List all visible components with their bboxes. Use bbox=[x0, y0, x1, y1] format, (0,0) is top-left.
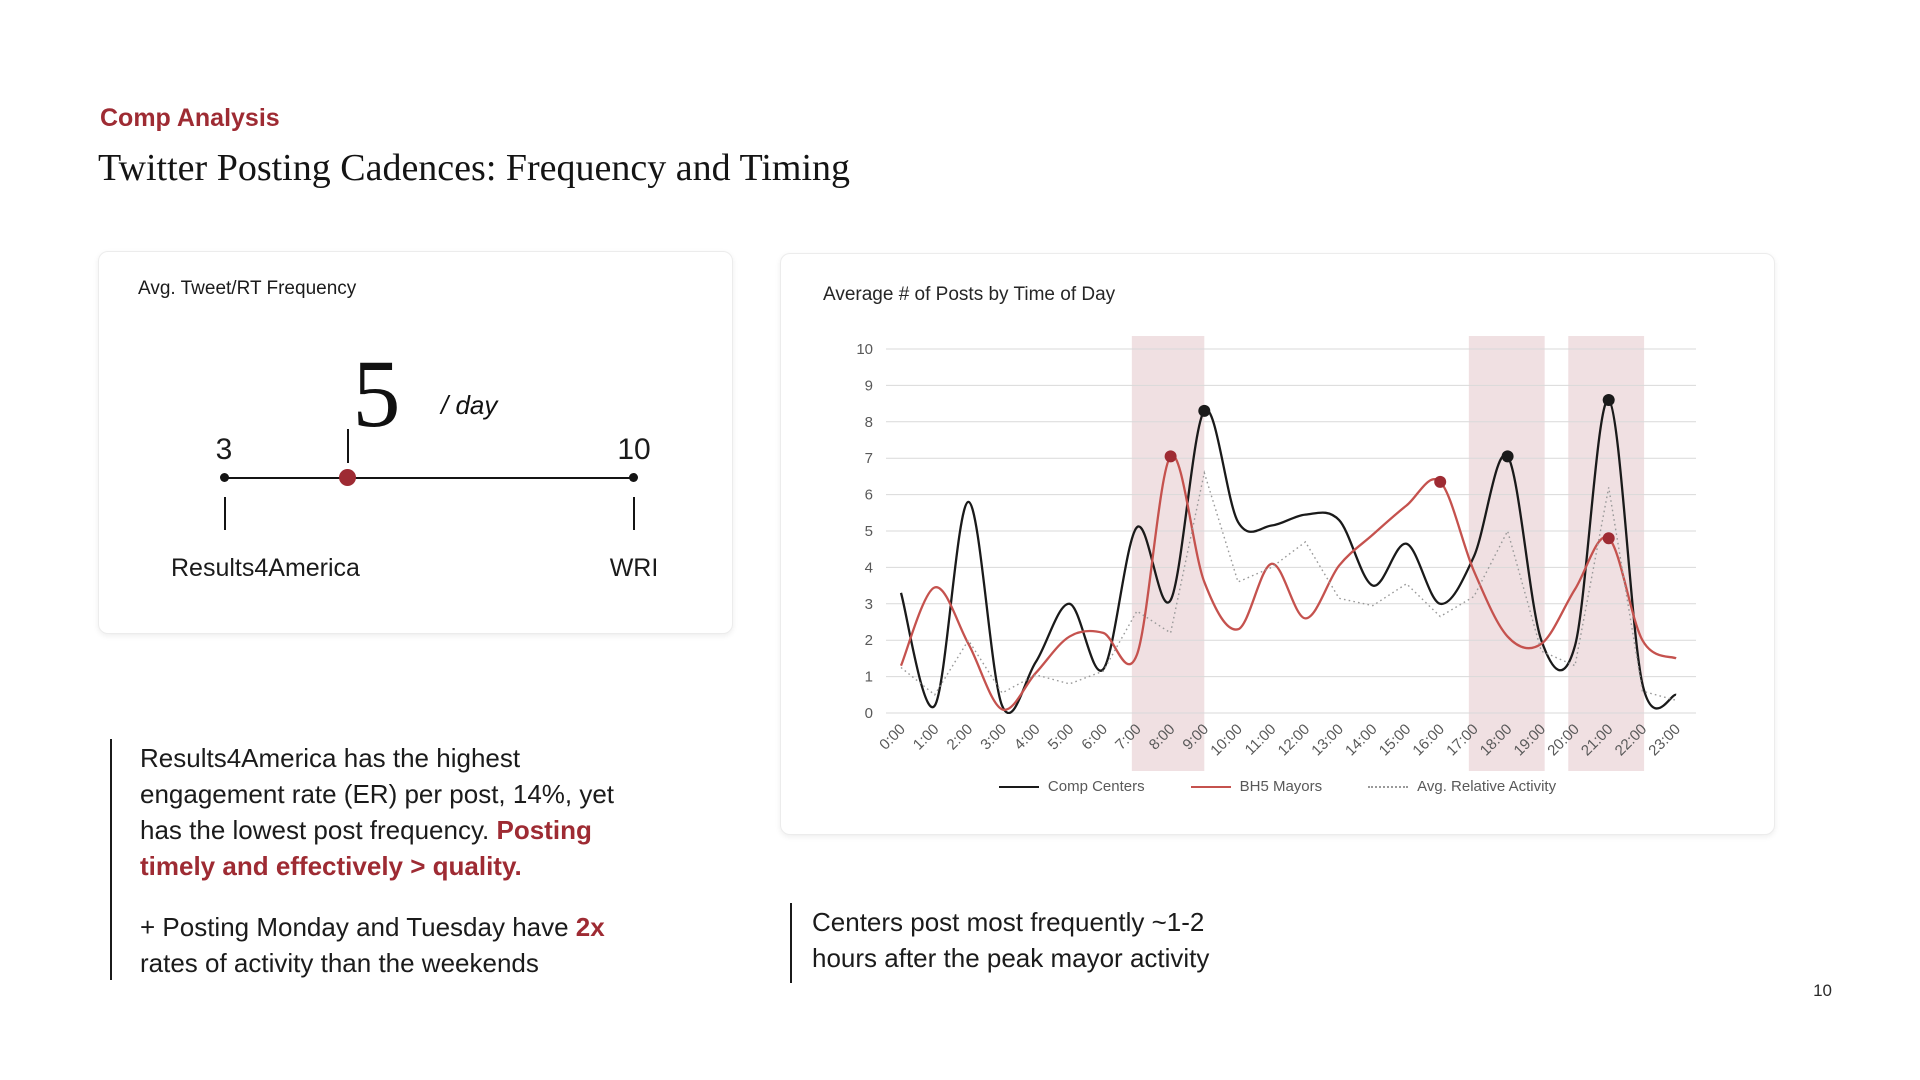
highlight-band bbox=[1568, 336, 1645, 771]
y-axis-tick-label: 0 bbox=[865, 705, 873, 722]
page-title: Twitter Posting Cadences: Frequency and … bbox=[98, 147, 851, 189]
x-axis-tick-label: 6:00 bbox=[1078, 721, 1111, 754]
insight-engagement-highlight: Posting timely and effectively > quality… bbox=[140, 815, 592, 881]
dotted-line-swatch-icon bbox=[1368, 785, 1409, 788]
y-axis-tick-label: 8 bbox=[865, 414, 873, 431]
frequency-value: 5 bbox=[352, 340, 401, 447]
frequency-unit: / day bbox=[441, 390, 498, 420]
frequency-card-label: Avg. Tweet/RT Frequency bbox=[138, 278, 357, 299]
scale-line bbox=[225, 477, 634, 479]
chart-legend: Comp Centers BH5 Mayors Avg. Relative Acti… bbox=[781, 778, 1774, 795]
series-line bbox=[900, 469, 1677, 701]
legend-item: Comp Centers bbox=[998, 778, 1145, 795]
x-axis-tick-label: 14:00 bbox=[1342, 721, 1381, 760]
x-axis-tick-label: 10:00 bbox=[1207, 721, 1246, 760]
legend-item: Avg. Relative Activity bbox=[1368, 778, 1556, 795]
insight-timing-text: Centers post most frequently ~1-2 hours … bbox=[812, 907, 1210, 973]
y-axis-tick-label: 6 bbox=[865, 487, 873, 504]
series-line bbox=[899, 398, 1677, 714]
peak-marker bbox=[1434, 475, 1447, 488]
y-axis-tick-label: 1 bbox=[865, 669, 873, 686]
legend-label: BH5 Mayors bbox=[1239, 778, 1323, 795]
x-axis-tick-label: 0:00 bbox=[876, 721, 909, 754]
insight-weekday: + Posting Monday and Tuesday have 2x rat… bbox=[140, 909, 680, 981]
scale-tick-max bbox=[633, 497, 635, 530]
scale-max-value: 10 bbox=[617, 433, 651, 466]
x-axis-tick-label: 13:00 bbox=[1308, 721, 1347, 760]
scale-endpoint-min bbox=[220, 473, 229, 482]
peak-marker bbox=[1602, 393, 1615, 406]
y-axis-tick-label: 2 bbox=[865, 632, 873, 649]
frequency-card: Avg. Tweet/RT Frequency 5 / day 3 10 Res… bbox=[98, 251, 733, 634]
chart-title: Average # of Posts by Time of Day bbox=[823, 284, 1116, 305]
series-line bbox=[899, 454, 1677, 711]
legend-label: Avg. Relative Activity bbox=[1417, 778, 1557, 795]
line-swatch-icon bbox=[1190, 785, 1231, 788]
line-swatch-icon bbox=[998, 785, 1039, 788]
page-number: 10 bbox=[1813, 981, 1832, 1000]
legend-label: Comp Centers bbox=[1047, 778, 1145, 795]
insight-weekday-text-end: rates of activity than the weekends bbox=[140, 948, 539, 978]
scale-tick-current bbox=[347, 429, 349, 463]
x-axis-tick-label: 1:00 bbox=[910, 721, 943, 754]
insight-weekday-text: + Posting Monday and Tuesday have bbox=[140, 912, 576, 942]
left-note-rule bbox=[110, 739, 112, 980]
y-axis-tick-label: 3 bbox=[865, 596, 873, 613]
peak-marker bbox=[1602, 532, 1615, 545]
x-axis-tick-label: 3:00 bbox=[977, 721, 1010, 754]
y-axis-tick-label: 5 bbox=[865, 523, 873, 540]
y-axis-tick-label: 7 bbox=[865, 450, 873, 467]
x-axis-tick-label: 5:00 bbox=[1045, 721, 1078, 754]
scale-tick-min bbox=[224, 497, 226, 530]
insight-note-left: Results4America has the highest engageme… bbox=[140, 740, 680, 981]
x-axis-tick-label: 23:00 bbox=[1645, 721, 1684, 760]
peak-marker bbox=[1164, 450, 1177, 463]
scale-min-value: 3 bbox=[215, 433, 233, 466]
scale-endpoint-max bbox=[629, 473, 638, 482]
legend-item: BH5 Mayors bbox=[1190, 778, 1323, 795]
highlight-band bbox=[1131, 336, 1205, 771]
x-axis-tick-label: 2:00 bbox=[944, 721, 977, 754]
y-axis-tick-label: 9 bbox=[865, 377, 873, 394]
posts-by-time-chart: 0 1 2 3 4 5 6 7 8 9 10 0:00 1:00 2:00 3:00 4:00 5:00 6:00… bbox=[781, 254, 1774, 834]
section-label: Comp Analysis bbox=[100, 104, 280, 132]
highlight-band bbox=[1468, 336, 1545, 771]
chart-card: Average # of Posts by Time of Day 0 1 2 3 4 5… bbox=[780, 253, 1775, 835]
x-axis-tick-label: 11:00 bbox=[1242, 721, 1280, 759]
peak-marker bbox=[1198, 404, 1211, 417]
insight-engagement-text: Results4America has the highest engageme… bbox=[140, 743, 615, 845]
scale-min-label: Results4America bbox=[171, 554, 360, 582]
insight-engagement: Results4America has the highest engageme… bbox=[140, 740, 680, 884]
insight-note-right: Centers post most frequently ~1-2 hours … bbox=[812, 904, 1312, 976]
y-axis-tick-label: 4 bbox=[865, 559, 873, 576]
x-axis-tick-label: 16:00 bbox=[1409, 721, 1448, 760]
scale-current-marker bbox=[339, 469, 356, 486]
x-axis-tick-label: 4:00 bbox=[1011, 721, 1044, 754]
x-axis-tick-label: 12:00 bbox=[1275, 721, 1314, 760]
insight-weekday-highlight: 2x bbox=[575, 912, 605, 942]
y-axis-tick-label: 10 bbox=[856, 341, 873, 358]
right-note-rule bbox=[790, 903, 792, 983]
x-axis-tick-label: 15:00 bbox=[1376, 721, 1415, 760]
peak-marker bbox=[1501, 450, 1514, 463]
scale-max-label: WRI bbox=[609, 554, 659, 582]
